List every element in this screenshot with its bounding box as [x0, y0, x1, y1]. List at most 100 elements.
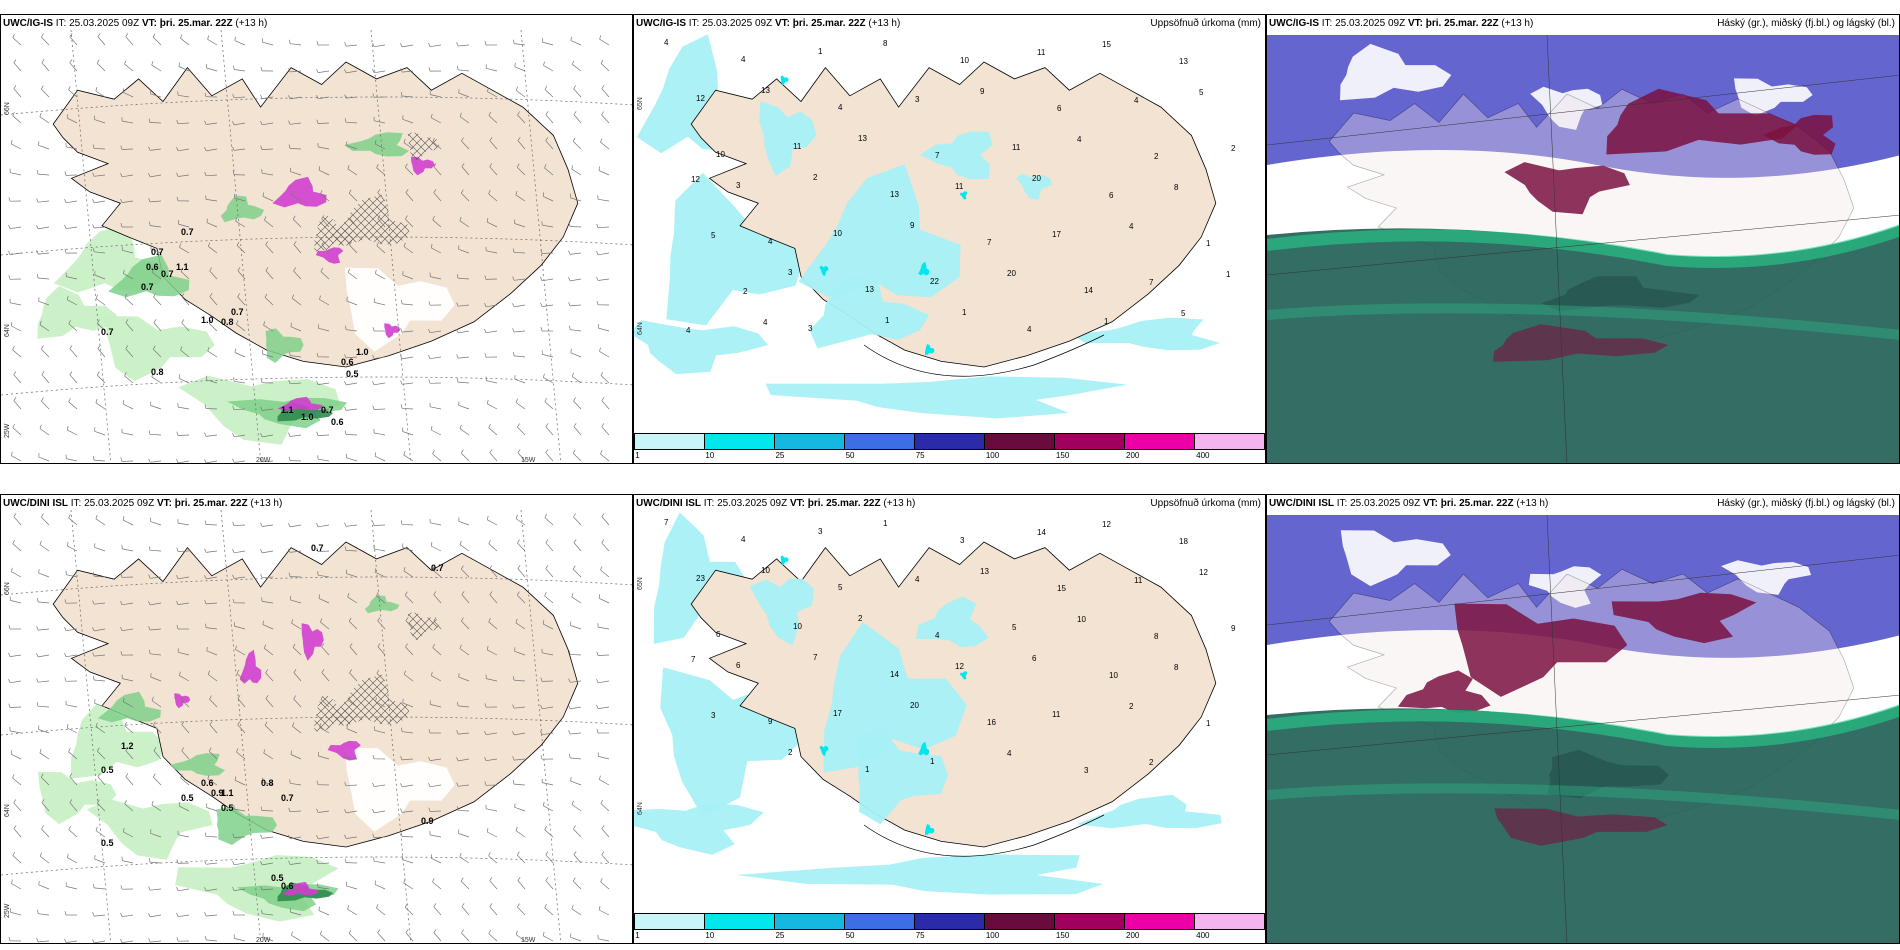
- wind-barb-flag: [461, 903, 465, 907]
- panel-title: UWC/IG-IS IT: 25.03.2025 09Z VT: þri. 25…: [3, 18, 268, 29]
- wind-barb-flag: [517, 565, 521, 569]
- wind-barb-flag: [372, 809, 375, 813]
- wind-barb: [460, 880, 470, 890]
- wind-barb: [430, 276, 442, 280]
- wind-barb-flag: [430, 854, 433, 859]
- panel-right-title: Uppsöfnuð úrkoma (mm): [1150, 498, 1261, 509]
- wind-barb: [515, 194, 526, 202]
- wind-barb-flag: [93, 247, 95, 252]
- wind-barb: [264, 725, 274, 734]
- wind-barb: [149, 122, 162, 124]
- wind-barb: [95, 402, 106, 410]
- wind-barb: [573, 880, 582, 890]
- hatched-area: [314, 694, 354, 732]
- precip-value-label: 10: [1077, 615, 1086, 624]
- precip-value-label: 1: [1206, 719, 1211, 728]
- wind-barb: [346, 810, 358, 814]
- wind-barb: [180, 271, 190, 280]
- precip-value-label: 1.2: [121, 741, 134, 751]
- wind-barb-flag: [540, 677, 543, 682]
- wind-barb-flag: [573, 423, 577, 427]
- contour-line: [863, 334, 1105, 377]
- wind-barb: [459, 428, 470, 436]
- wind-barb: [517, 452, 526, 462]
- wind-barb-flag: [260, 457, 263, 462]
- wind-barb-flag: [149, 221, 151, 226]
- wind-barb-flag: [571, 904, 574, 909]
- graticule-lat: [1, 576, 632, 596]
- latitude-label: 64N: [637, 322, 644, 335]
- wind-barb-flag: [515, 514, 518, 519]
- wind-barb: [458, 330, 470, 334]
- wind-barb: [293, 672, 302, 682]
- wind-barb: [404, 594, 414, 604]
- precip-value-label: 22: [930, 277, 939, 286]
- wind-barb-flag: [120, 457, 123, 462]
- wind-barb: [346, 44, 358, 47]
- wind-barb: [318, 70, 330, 73]
- precip-value-label: 4: [741, 535, 746, 544]
- wind-barb-flag: [488, 617, 491, 622]
- wind-barb-flag: [316, 547, 319, 552]
- wind-barb-flag: [572, 565, 576, 570]
- wind-barb: [262, 836, 274, 839]
- precip-shade-light: [104, 316, 215, 382]
- wind-barb-flag: [95, 826, 98, 831]
- wind-barb-flag: [344, 69, 347, 74]
- wind-barb: [12, 115, 22, 124]
- wind-barb-flag: [232, 911, 235, 916]
- colorbar-cell: [1124, 433, 1194, 450]
- wind-barb: [374, 571, 386, 578]
- precip-value-label: 13: [980, 567, 989, 576]
- wind-barb: [459, 544, 470, 552]
- precip-value-label: 0.8: [261, 778, 274, 788]
- wind-barb: [570, 197, 582, 202]
- wind-barb-flag: [372, 354, 375, 359]
- panel-title: UWC/IG-IS IT: 25.03.2025 09Z VT: þri. 25…: [636, 18, 901, 29]
- wind-barb-flag: [512, 780, 515, 785]
- mid-cloud-area: [1606, 88, 1798, 155]
- colorbar-cell: [914, 433, 984, 450]
- wind-barb: [430, 857, 442, 864]
- wind-barb: [177, 434, 190, 436]
- wind-barb-flag: [457, 65, 459, 70]
- wind-barb: [375, 143, 386, 150]
- wind-barb: [402, 431, 414, 436]
- wind-barb: [234, 625, 246, 630]
- wind-barb: [544, 517, 554, 526]
- precip-cell: [780, 75, 789, 86]
- wind-barb: [293, 698, 302, 708]
- wind-barb: [178, 377, 190, 384]
- wind-barb-flag: [291, 619, 294, 624]
- wind-barb: [290, 326, 302, 332]
- wind-barb-flag: [264, 721, 268, 726]
- latitude-label: 64N: [4, 324, 11, 337]
- wind-barb-flag: [374, 880, 376, 885]
- wind-barb: [122, 200, 134, 203]
- wind-barb-flag: [288, 379, 291, 384]
- wind-barb: [486, 380, 498, 384]
- wind-barb-flag: [120, 198, 123, 203]
- wind-barb-flag: [148, 574, 151, 579]
- wind-barb-flag: [319, 723, 322, 728]
- wind-barb: [291, 194, 302, 202]
- wind-barb-flag: [39, 424, 42, 429]
- wind-barb-flag: [148, 858, 151, 863]
- precip-value-label: 0.5: [271, 873, 284, 883]
- wind-barb: [405, 166, 414, 176]
- wind-barb: [234, 122, 246, 126]
- wind-barb-flag: [456, 42, 459, 47]
- wind-barb-flag: [513, 39, 515, 44]
- wind-barb: [570, 706, 582, 710]
- wind-barb-flag: [599, 775, 601, 780]
- wind-barb: [377, 218, 386, 228]
- wind-barb-flag: [484, 353, 487, 358]
- wind-barb: [150, 460, 162, 463]
- wind-barb: [318, 810, 330, 813]
- wind-barb: [545, 568, 554, 578]
- wind-barb: [149, 861, 162, 864]
- wind-barb: [12, 855, 22, 864]
- wind-barb: [206, 862, 218, 865]
- wind-barb: [13, 516, 22, 526]
